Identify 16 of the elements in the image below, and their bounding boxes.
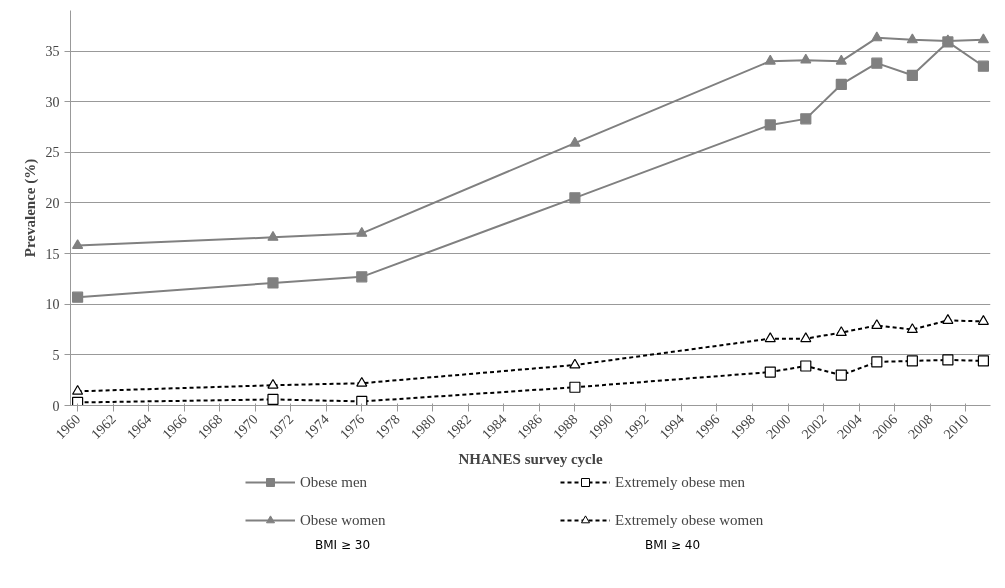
text: BMI ≥ 40 xyxy=(645,537,701,554)
y-tick-label: 15 xyxy=(45,246,60,262)
text: BMI ≥ 30 xyxy=(315,537,371,554)
y-tick-label: 5 xyxy=(52,347,60,363)
legend-label: Obese women xyxy=(300,511,387,529)
legend-label: Obese men xyxy=(300,473,369,491)
y-tick-label: 20 xyxy=(45,195,60,211)
y-tick-label: 25 xyxy=(45,145,60,161)
legend-label: Extremely obese women xyxy=(615,511,765,529)
x-axis-title: NHANES survey cycle xyxy=(458,451,603,468)
y-tick-label: 35 xyxy=(45,44,60,60)
y-tick-label: 30 xyxy=(45,94,60,110)
y-axis-title: Prevalence (%) xyxy=(21,158,39,258)
legend-label: Extremely obese men xyxy=(615,473,746,491)
y-tick-label: 0 xyxy=(52,398,60,414)
y-tick-label: 10 xyxy=(45,297,60,313)
